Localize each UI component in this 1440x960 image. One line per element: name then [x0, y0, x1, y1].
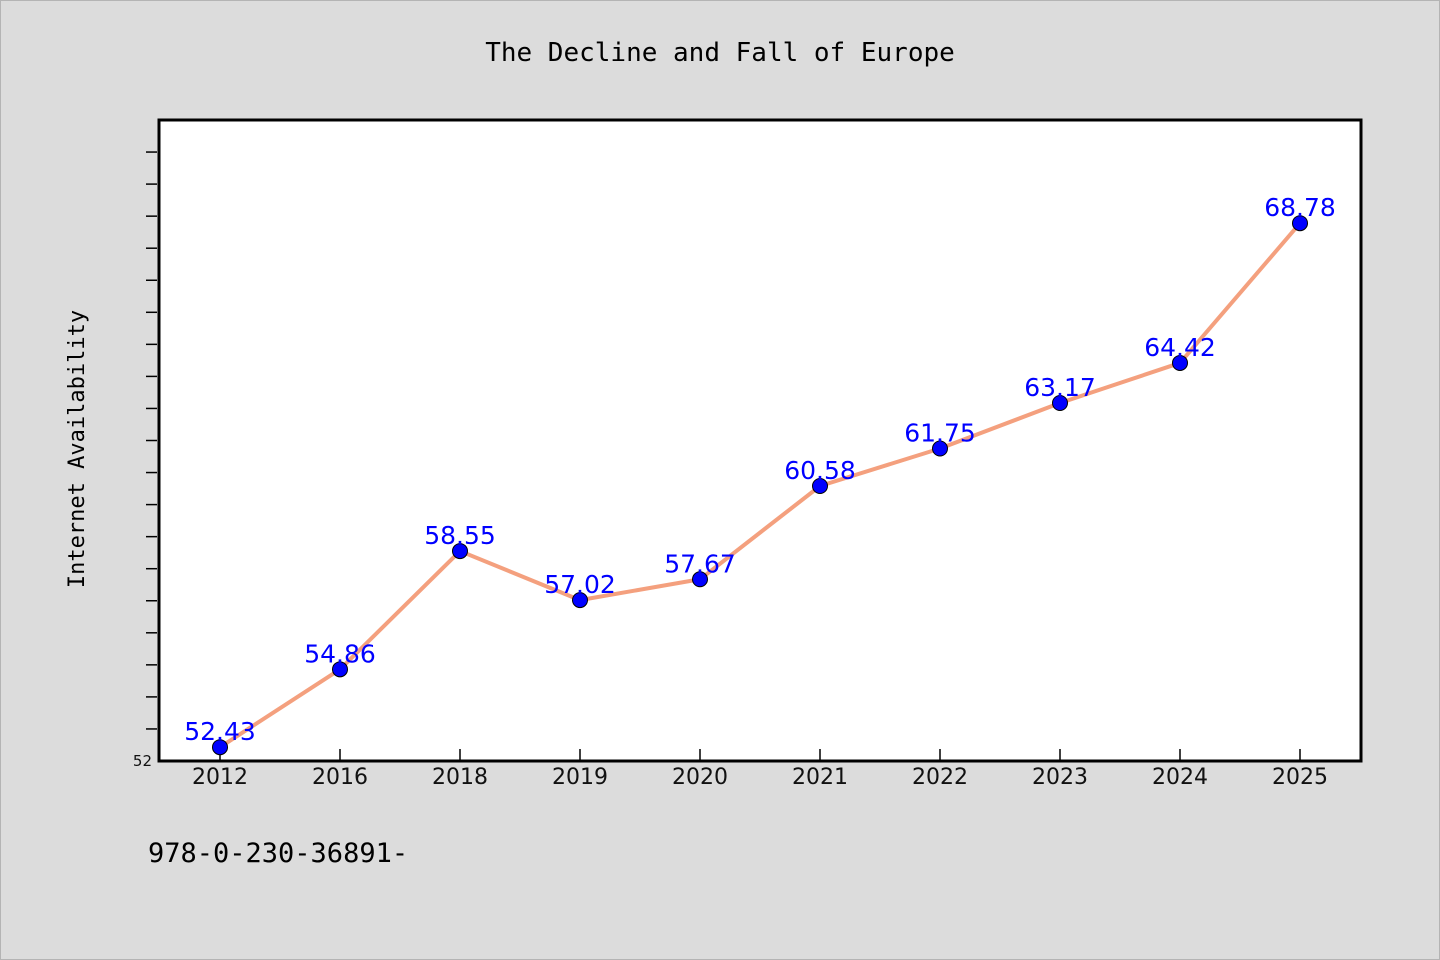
- x-tick-label: 2023: [1032, 765, 1088, 790]
- x-axis-ticks: 2012 2016 2018 2019 2020 2021 2022 2023 2024 2025: [192, 749, 1328, 790]
- plot-area: [157, 118, 1363, 763]
- data-label: 60.58: [784, 456, 856, 485]
- data-label: 64.42: [1144, 333, 1216, 362]
- data-point: [212, 739, 228, 756]
- chart-title: The Decline and Fall of Europe: [485, 38, 955, 68]
- data-label: 68.78: [1264, 193, 1336, 222]
- data-point: [572, 592, 588, 609]
- data-point: [332, 661, 348, 678]
- data-point: [1172, 354, 1188, 371]
- x-tick-label: 2012: [192, 765, 248, 790]
- y-axis-label: Internet Availability: [65, 310, 90, 588]
- data-point: [812, 478, 828, 495]
- x-tick-label: 2021: [792, 765, 848, 790]
- y-tick-label: 52: [133, 752, 152, 770]
- data-label: 58.55: [424, 521, 496, 550]
- data-point: [932, 440, 948, 457]
- data-point: [1052, 395, 1068, 412]
- data-label: 61.75: [904, 419, 976, 448]
- data-point: [692, 571, 708, 588]
- data-point: [1292, 215, 1308, 232]
- data-label: 52.43: [184, 717, 256, 746]
- x-tick-label: 2024: [1152, 765, 1208, 790]
- data-label: 57.02: [544, 570, 616, 599]
- data-label: 57.67: [664, 549, 736, 578]
- x-tick-label: 2022: [912, 765, 968, 790]
- x-tick-label: 2025: [1272, 765, 1328, 790]
- series-line: [218, 221, 1302, 750]
- data-point: [452, 543, 468, 560]
- data-label: 54.86: [304, 639, 376, 668]
- x-tick-label: 2018: [432, 765, 488, 790]
- series-layer: 52.43 54.86 58.55 57.02 57.67 60.58 61.75 63.17…: [184, 193, 1336, 756]
- y-axis-ticks: 52: [133, 151, 157, 770]
- data-label: 63.17: [1024, 373, 1096, 402]
- x-tick-label: 2016: [312, 765, 368, 790]
- isbn-text: 978-0-230-36891-: [148, 838, 408, 869]
- x-tick-label: 2020: [672, 765, 728, 790]
- x-tick-label: 2019: [552, 765, 608, 790]
